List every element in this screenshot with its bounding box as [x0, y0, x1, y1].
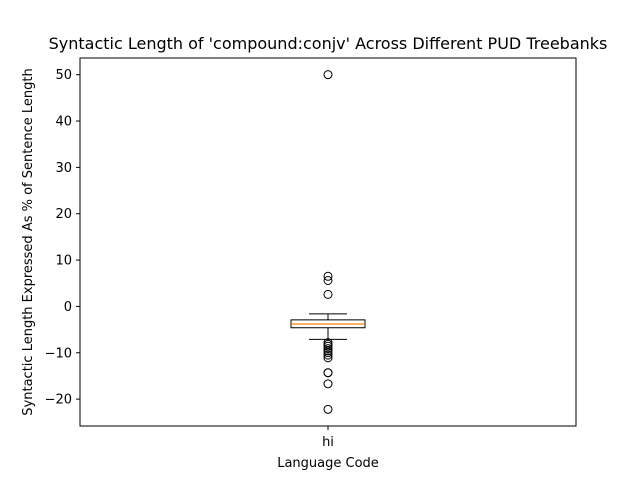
box-series — [290, 70, 366, 414]
y-tick-label: −10 — [45, 346, 72, 361]
outlier-point — [323, 350, 333, 360]
x-tick-label: hi — [322, 435, 334, 450]
y-tick-label: 10 — [55, 254, 72, 269]
y-tick-label: 50 — [55, 68, 72, 83]
chart-title: Syntactic Length of 'compound:conjv' Acr… — [49, 34, 608, 53]
plot-area-frame — [79, 57, 577, 427]
outlier-point — [323, 289, 333, 299]
outlier-point — [323, 368, 333, 378]
outlier-point — [323, 344, 333, 354]
outlier-point — [323, 275, 333, 285]
outlier-point — [323, 271, 333, 281]
outlier-point — [323, 341, 333, 351]
y-tick-label: 20 — [55, 207, 72, 222]
y-tick-label: 30 — [55, 161, 72, 176]
y-axis-label: Syntactic Length Expressed As % of Sente… — [21, 68, 36, 415]
y-tick-label: −20 — [45, 393, 72, 408]
outlier-point — [323, 353, 333, 363]
y-tick-label: 40 — [55, 115, 72, 130]
y-axis: −20 −10 0 10 20 30 40 50 — [45, 68, 80, 408]
x-axis: hi — [322, 426, 334, 450]
outlier-point — [323, 348, 333, 358]
y-tick-label: 0 — [64, 300, 72, 315]
outlier-point — [323, 404, 333, 414]
outlier-point — [323, 70, 333, 80]
outlier-point — [323, 379, 333, 389]
x-axis-label: Language Code — [277, 456, 379, 471]
